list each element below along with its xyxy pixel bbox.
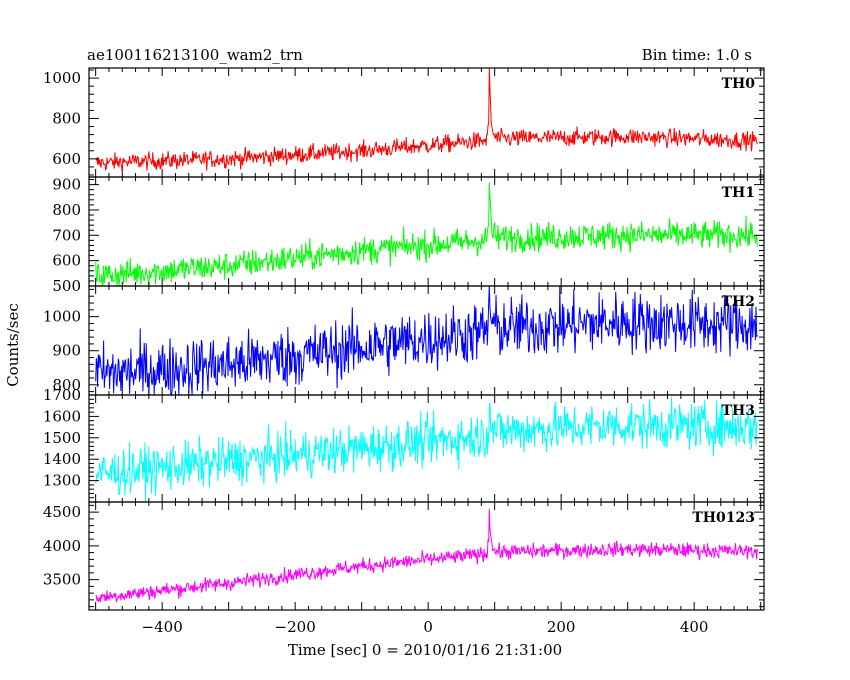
x-tick-label: −400 [142,618,183,636]
y-tick-label: 1000 [43,308,81,326]
panel-th0: 600 800 1000 TH0 [43,67,765,178]
panel-label-th0: TH0 [722,76,756,92]
series-th0123-trace [95,508,758,603]
chart-title: ae100116213100_wam2_trn [87,46,303,64]
series-th0-trace [95,68,758,174]
y-tick-label: 1000 [43,69,81,87]
y-tick-label: 1400 [43,450,81,468]
panels-group: 600 800 1000 TH0 500 600 700 800 900 TH1 800 900 100… [43,67,765,611]
bin-time-label: Bin time: 1.0 s [642,46,752,64]
y-axis-label: Counts/sec [4,303,22,387]
y-tick-label: 800 [52,376,81,394]
x-tick-label: 200 [547,618,576,636]
x-axis-label: Time [sec] 0 = 2010/01/16 21:31:00 [288,641,562,659]
series-th2-trace [95,286,758,395]
panel-th2: 800 900 1000 TH2 [43,285,765,396]
panel-frame [88,501,765,611]
y-tick-label: 600 [52,150,81,168]
x-tick-label: −200 [275,618,316,636]
panel-th1: 500 600 700 800 900 TH1 [52,176,765,295]
y-tick-label: 800 [52,109,81,127]
panel-th3: 1300 1400 1500 1600 1700 TH3 [43,386,765,503]
y-tick-label: 1600 [43,407,81,425]
y-tick-label: 500 [52,277,81,295]
y-tick-label: 3500 [43,571,81,589]
y-tick-label: 900 [52,176,81,194]
y-tick-label: 4500 [43,503,81,521]
panel-frame [88,394,765,503]
x-tick-label: 400 [680,618,709,636]
y-tick-label: 800 [52,201,81,219]
panel-label-th2: TH2 [722,294,755,310]
y-tick-label: 1500 [43,429,81,447]
y-tick-label: 1300 [43,472,81,490]
panel-label-th1: TH1 [722,185,755,201]
series-th1-trace [95,182,758,286]
y-tick-label: 4000 [43,537,81,555]
panel-th0123: 3500 4000 4500 TH0123 [43,501,765,611]
y-tick-label: 600 [52,252,81,270]
y-tick-label: 900 [52,342,81,360]
y-tick-label: 700 [52,226,81,244]
series-th3-trace [95,397,758,502]
y-tick-label: 1700 [43,386,81,404]
x-axis: −400 −200 0 200 400 [142,618,709,636]
panel-label-th3: TH3 [722,403,755,419]
panel-label-th0123: TH0123 [692,510,755,526]
x-tick-label: 0 [423,618,433,636]
